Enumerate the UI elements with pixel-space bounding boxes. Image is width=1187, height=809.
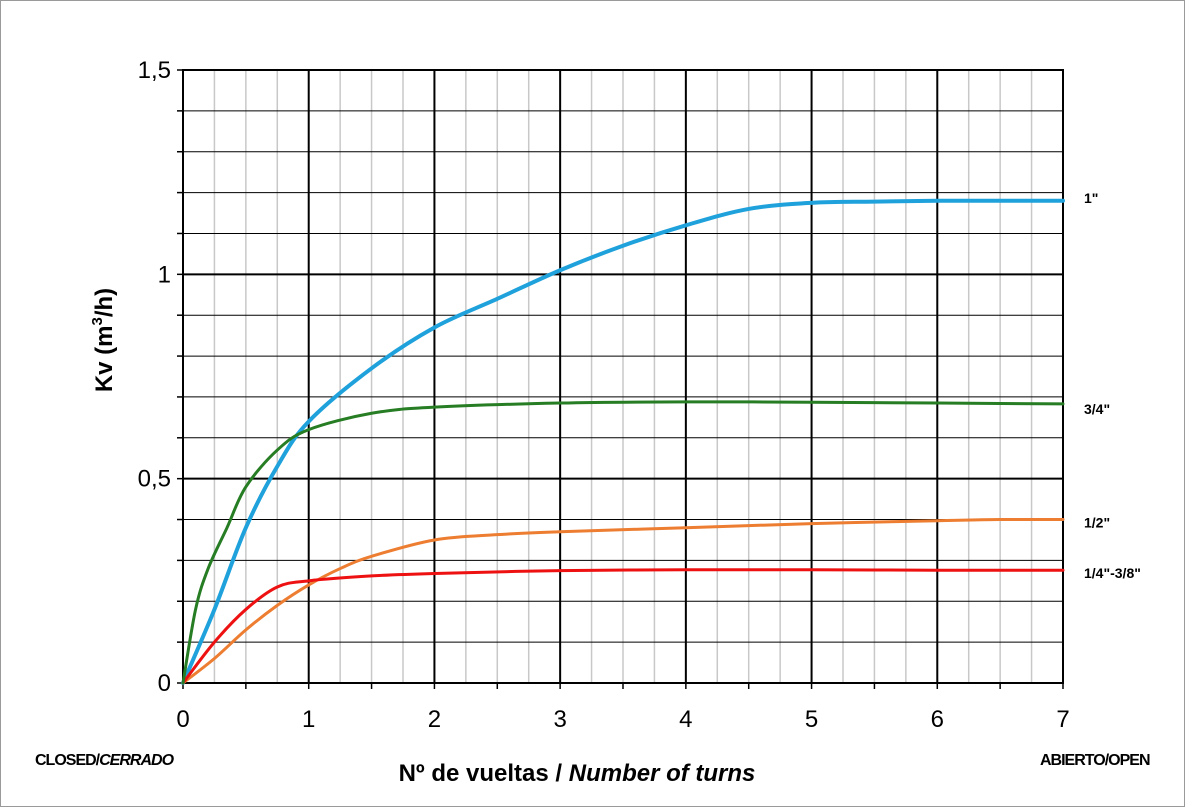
y-axis-title: Kv (m3/h): [89, 288, 118, 392]
series-line-3: [181, 517, 1065, 685]
x-axis-title: Nº de vueltas / Number of turns: [399, 760, 756, 787]
series-end-label-1: 1": [1084, 190, 1098, 206]
open-annotation: ABIERTO/OPEN: [1040, 752, 1150, 769]
x-tick-label: 2: [428, 706, 441, 733]
x-tick-label: 1: [302, 706, 315, 733]
x-tick-label: 0: [176, 706, 189, 733]
y-tick-label: 1: [158, 261, 171, 288]
series-line-1: [181, 198, 1065, 685]
x-tick-label: 6: [931, 706, 944, 733]
x-tick-label: 7: [1056, 706, 1069, 733]
series-line-4: [181, 568, 1065, 685]
series-end-label-4: 1/4"-3/8": [1084, 565, 1141, 581]
y-tick-label: 1,5: [138, 57, 171, 84]
closed-label-italic: CERRADO: [99, 752, 174, 769]
x-tick-label: 4: [679, 706, 692, 733]
series-end-label-3: 1/2": [1084, 515, 1110, 531]
series-end-label-2: 3/4": [1084, 401, 1110, 417]
y-tick-label: 0,5: [138, 466, 171, 493]
x-tick-label: 3: [553, 706, 566, 733]
series-line-2: [181, 400, 1065, 685]
closed-annotation: CLOSED/CERRADO: [35, 752, 174, 770]
x-tick-label: 5: [805, 706, 818, 733]
y-tick-label: 0: [158, 670, 171, 697]
closed-label: CLOSED/: [35, 752, 100, 769]
